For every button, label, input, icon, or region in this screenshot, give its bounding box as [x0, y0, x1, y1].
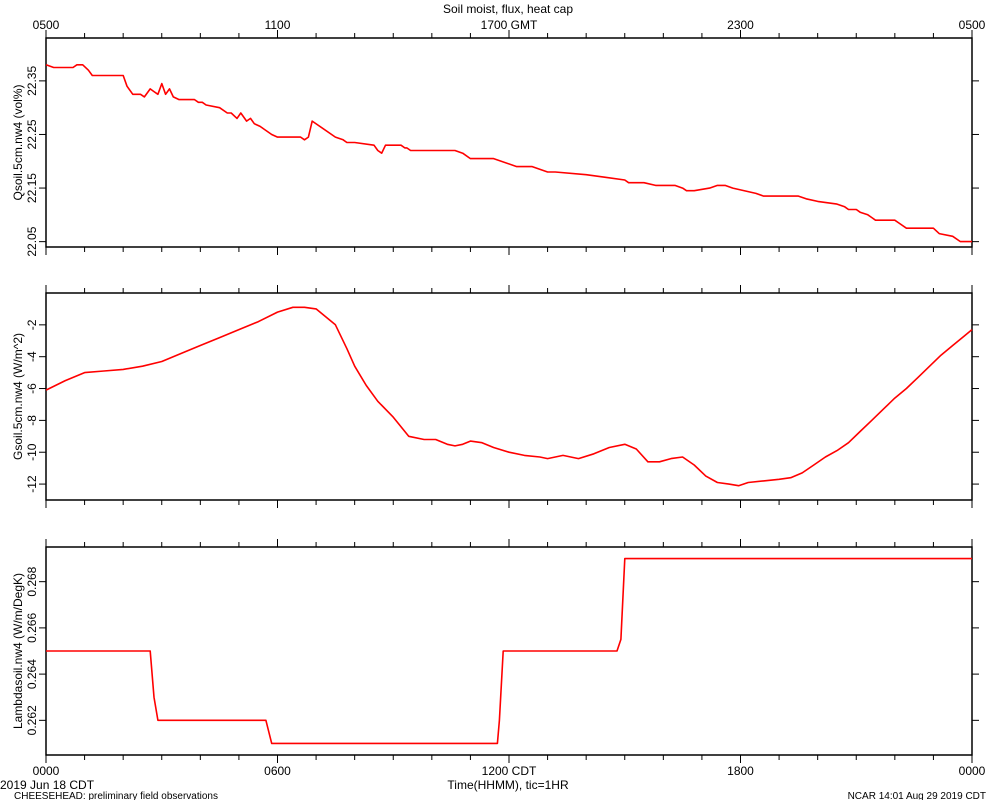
y-axis-label: Qsoil.5cm.nw4 (vol%): [11, 84, 25, 200]
series-line-2: [45, 306, 973, 487]
bottom-time-labels: 0000 0600 1200 CDT 1800 0000: [33, 764, 986, 778]
y-axis-label: Gsoil.5cm.nw4 (W/m^2): [11, 333, 25, 460]
top-time-label: 0500: [33, 18, 60, 32]
footer-right: NCAR 14:01 Aug 29 2019 CDT: [848, 791, 986, 800]
plot-frame: [45, 292, 973, 501]
chart-title: Soil moist, flux, heat cap: [443, 2, 573, 16]
top-time-label: 1700 GMT: [481, 18, 538, 32]
plot-frame: [45, 37, 973, 248]
y-tick-label: -10: [25, 443, 39, 461]
y-tick-label: -2: [25, 319, 39, 330]
top-time-label: 2300: [727, 18, 754, 32]
y-tick-label: 22.35: [25, 66, 39, 96]
date-label: 2019 Jun 18 CDT: [0, 778, 95, 792]
series-line-3: [46, 557, 972, 745]
y-tick-label: 0.266: [25, 613, 39, 643]
y-tick-label: 22.15: [25, 173, 39, 203]
series-line-1: [45, 64, 972, 243]
y-tick-label: 22.05: [25, 226, 39, 256]
bottom-time-label: 0000: [33, 764, 60, 778]
y-tick-label: 22.25: [25, 119, 39, 149]
top-time-label: 0500: [959, 18, 986, 32]
bottom-time-label: 0600: [264, 764, 291, 778]
top-time-label: 1100: [265, 18, 291, 32]
y-tick-label: -4: [25, 351, 39, 362]
y-tick-label: 0.264: [25, 659, 39, 689]
bottom-time-label: 1200 CDT: [482, 764, 537, 778]
y-tick-label: -6: [25, 383, 39, 394]
y-tick-label: -8: [25, 415, 39, 426]
y-tick-label: 0.262: [25, 705, 39, 735]
y-axis-label: Lambdasoil.nw4 (W/m/DegK): [11, 573, 25, 729]
bottom-time-label: 0000: [959, 764, 986, 778]
top-time-labels: 0500 1100 1700 GMT 2300 0500: [33, 18, 986, 32]
y-tick-label: -12: [25, 475, 39, 493]
footer-left: CHEESEHEAD: preliminary field observatio…: [14, 791, 218, 800]
x-axis-label: Time(HHMM), tic=1HR: [447, 778, 569, 792]
y-tick-label: 0.268: [25, 566, 39, 596]
bottom-time-label: 1800: [727, 764, 754, 778]
